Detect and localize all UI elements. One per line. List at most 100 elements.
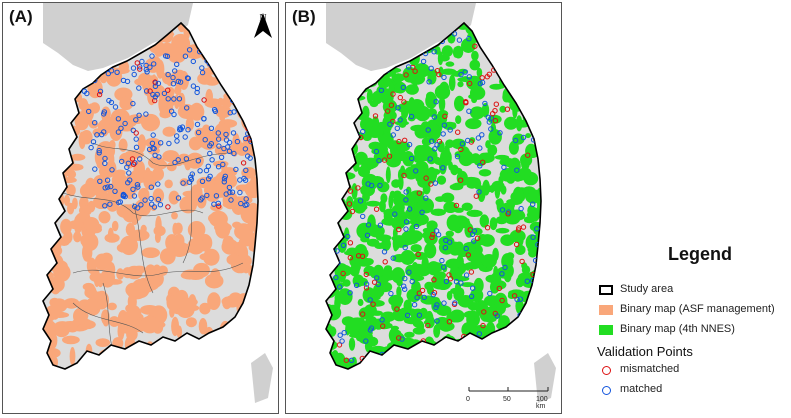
habitat-patch	[391, 179, 402, 187]
habitat-patch	[391, 267, 405, 284]
habitat-patch	[338, 78, 353, 91]
mismatched-point	[511, 293, 518, 299]
habitat-patch	[528, 333, 541, 348]
habitat-patch	[471, 107, 482, 118]
habitat-patch	[119, 96, 134, 111]
habitat-patch	[326, 200, 333, 217]
habitat-patch	[208, 212, 227, 224]
scale-bar: 0 50 100 km	[466, 383, 556, 413]
habitat-patch	[540, 185, 541, 193]
habitat-patch	[375, 322, 393, 330]
habitat-patch	[334, 76, 344, 88]
habitat-patch	[412, 318, 422, 328]
matched-point	[184, 105, 190, 111]
matched-point	[432, 180, 439, 186]
habitat-patch	[385, 166, 391, 184]
habitat-patch	[173, 94, 180, 109]
matched-point	[429, 138, 435, 144]
habitat-patch	[43, 362, 48, 369]
matched-point	[107, 201, 113, 207]
habitat-patch	[347, 100, 357, 107]
legend-title: Legend	[668, 244, 733, 264]
matched-point	[237, 92, 244, 99]
matched-point	[180, 180, 186, 186]
validation-points-title: Validation Points	[597, 344, 693, 359]
matched-point	[518, 205, 524, 212]
habitat-patch	[430, 208, 446, 216]
habitat-patch	[518, 167, 532, 179]
habitat-patch	[326, 102, 332, 114]
matched-point	[406, 141, 413, 148]
matched-point	[451, 31, 458, 37]
matched-point	[363, 338, 369, 344]
habitat-patch	[224, 35, 237, 44]
mismatched-point	[347, 240, 354, 246]
matched-point	[523, 347, 530, 353]
matched-point	[423, 195, 429, 201]
habitat-patch	[397, 169, 403, 181]
habitat-patch	[219, 113, 226, 122]
habitat-patch	[504, 213, 521, 225]
habitat-patch	[484, 359, 497, 365]
habitat-patch	[109, 70, 119, 78]
habitat-patch	[523, 52, 534, 66]
habitat-patch	[489, 217, 498, 231]
matched-point	[112, 188, 118, 195]
habitat-patch	[499, 105, 507, 113]
matched-point	[431, 49, 437, 55]
mismatched-point	[347, 188, 354, 194]
habitat-patch	[358, 329, 373, 337]
habitat-patch	[472, 345, 481, 362]
matched-point	[138, 202, 144, 208]
mismatched-point	[458, 146, 464, 153]
habitat-patch	[438, 353, 453, 369]
habitat-patch	[359, 78, 371, 86]
habitat-patch	[171, 212, 178, 220]
habitat-patch	[104, 233, 120, 243]
habitat-patch	[185, 317, 197, 328]
habitat-patch	[537, 63, 541, 72]
habitat-patch	[535, 31, 541, 43]
mismatched-point	[382, 259, 388, 265]
habitat-patch	[407, 364, 416, 369]
habitat-patch	[100, 252, 113, 264]
matched-point	[133, 117, 139, 123]
matched-point	[505, 209, 512, 215]
mismatched-point	[394, 306, 400, 312]
habitat-patch	[253, 89, 258, 103]
habitat-patch	[169, 241, 190, 257]
habitat-patch	[242, 97, 253, 115]
habitat-patch	[454, 95, 465, 112]
habitat-patch	[118, 138, 128, 152]
habitat-patch	[339, 145, 345, 157]
mismatched-point	[201, 97, 207, 103]
matched-point	[88, 144, 94, 151]
habitat-patch	[246, 63, 258, 78]
habitat-patch	[58, 86, 75, 98]
habitat-patch	[168, 190, 180, 205]
habitat-patch	[66, 184, 76, 197]
habitat-patch	[532, 302, 541, 319]
matched-point	[334, 115, 340, 122]
map-b-canvas	[325, 3, 556, 403]
matched-point	[237, 91, 244, 97]
mismatched-point	[515, 227, 522, 233]
habitat-patch	[363, 265, 376, 276]
mismatched-point	[490, 111, 496, 117]
habitat-patch	[219, 343, 237, 355]
habitat-patch	[362, 191, 370, 202]
habitat-patch	[421, 344, 428, 353]
habitat-patch	[198, 30, 213, 48]
habitat-patch	[179, 178, 190, 187]
matched-point	[435, 232, 442, 238]
matched-point	[504, 334, 510, 340]
habitat-patch	[397, 348, 407, 360]
habitat-patch	[500, 269, 510, 276]
matched-point	[494, 313, 500, 319]
habitat-patch	[505, 172, 516, 184]
scale-tick-0: 0	[466, 396, 470, 403]
matched-point	[226, 184, 233, 191]
habitat-patch	[179, 196, 197, 214]
habitat-patch	[231, 71, 240, 88]
matched-point	[479, 79, 486, 86]
